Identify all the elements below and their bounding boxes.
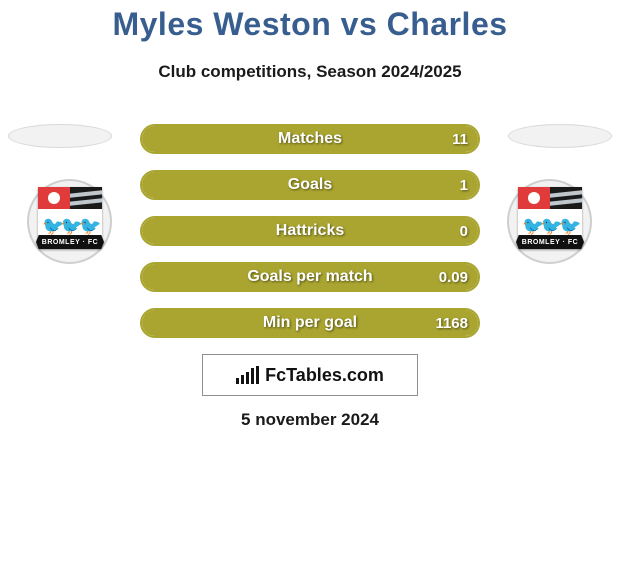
date-line: 5 november 2024	[0, 410, 620, 430]
stat-label: Hattricks	[276, 222, 344, 240]
crest-shield: 🐦🐦🐦 BROMLEY · FC	[518, 187, 582, 257]
stat-label: Min per goal	[263, 314, 357, 332]
crest-shield: 🐦🐦🐦 BROMLEY · FC	[38, 187, 102, 257]
stat-row: Matches 11	[140, 124, 480, 154]
crest-banner: BROMLEY · FC	[36, 235, 104, 249]
right-club-crest: 🐦🐦🐦 BROMLEY · FC	[500, 179, 600, 264]
crest-sun-icon	[38, 187, 70, 209]
stat-label: Goals	[288, 176, 332, 194]
comparison-infographic: Myles Weston vs Charles Club competition…	[0, 0, 620, 580]
stat-label: Matches	[278, 130, 342, 148]
stat-row: Min per goal 1168	[140, 308, 480, 338]
right-player-ellipse	[508, 124, 612, 148]
stat-right-value: 0.09	[439, 269, 468, 286]
left-club-crest: 🐦🐦🐦 BROMLEY · FC	[20, 179, 120, 264]
stat-right-value: 11	[452, 131, 468, 148]
left-player-ellipse	[8, 124, 112, 148]
stat-right-value: 1168	[435, 315, 468, 332]
subtitle: Club competitions, Season 2024/2025	[0, 62, 620, 82]
crest-sun-icon	[518, 187, 550, 209]
brand-text: FcTables.com	[265, 365, 384, 386]
crest-river-icon	[550, 187, 582, 209]
stat-row: Goals 1	[140, 170, 480, 200]
page-title: Myles Weston vs Charles	[0, 6, 620, 43]
stat-right-value: 0	[460, 223, 468, 240]
crest-top-icon	[38, 187, 102, 209]
stat-row: Goals per match 0.09	[140, 262, 480, 292]
crest-top-icon	[518, 187, 582, 209]
stat-label: Goals per match	[247, 268, 372, 286]
brand-box: FcTables.com	[202, 354, 418, 396]
stat-row: Hattricks 0	[140, 216, 480, 246]
stat-right-value: 1	[460, 177, 468, 194]
crest-ravens-icon: 🐦🐦🐦	[522, 217, 577, 235]
brand-bars-icon	[236, 366, 259, 384]
crest-ravens-icon: 🐦🐦🐦	[42, 217, 97, 235]
crest-banner: BROMLEY · FC	[516, 235, 584, 249]
crest-river-icon	[70, 187, 102, 209]
